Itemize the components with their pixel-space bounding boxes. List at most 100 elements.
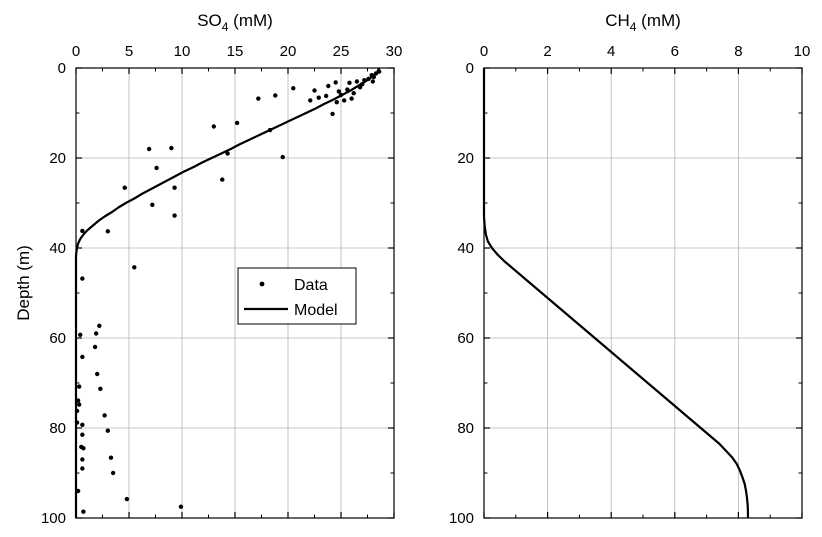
chart0-data-point [80,422,85,428]
chart0-data-point [78,332,83,338]
chart0-x-tick-label: 25 [333,43,350,60]
chart0-data-point [80,228,85,234]
chart1-x-tick-label: 10 [794,43,811,60]
chart1-model-line [482,68,750,518]
chart0-data-point [105,428,111,433]
chart1-y-tick-label: 80 [457,420,474,437]
chart0-data-point [80,457,85,462]
chart1-x-tick-label: 6 [671,43,679,60]
chart0-data-point [98,386,103,392]
chart0-data-point [92,344,98,350]
legend-label: Model [294,302,338,319]
chart0-y-axis-title: Depth (m) [14,245,33,321]
chart0-data-point [225,151,230,156]
chart1-x-axis-title-sub: 4 [630,20,637,34]
chart0-data-point [330,111,335,117]
chart0-data-point [169,145,174,151]
chart1-x-tick-label: 8 [734,43,742,60]
chart0-data-point [122,185,127,190]
chart0-y-tick-label: 20 [49,150,66,167]
chart0-data-point [308,98,313,103]
chart0-x-tick-label: 20 [280,43,297,60]
chart0-x-axis-title-main: SO [197,11,222,30]
chart0-data-point [291,86,296,91]
chart0-data-point [354,79,360,84]
chart0-data-point [347,80,352,86]
chart0-data-point [349,96,354,101]
chart0-data-point [172,213,177,218]
chart1-x-tick-label: 2 [543,43,551,60]
chart0-data-point [351,91,356,96]
chart0-data-point [80,432,85,437]
legend-box [237,267,357,325]
chart0-data-point [336,89,342,94]
chart0-x-axis-title-rest: (mM) [228,11,272,30]
chart0-data-point [80,354,85,360]
chart0-y-tick-label: 80 [49,420,66,437]
chart0-data-point [124,496,130,502]
chart1-x-axis-title-rest: (mM) [636,11,680,30]
chart0-data-point [234,120,240,126]
chart0-data-point [93,331,99,336]
chart1-x-tick-label: 0 [480,43,488,60]
legend: Data Model [237,267,357,325]
chart0-x-tick-label: 0 [72,43,80,60]
chart0-model-line [74,67,381,518]
chart1-x-axis-title-main: CH [605,11,630,30]
chart0-data-point [105,229,111,234]
chart0-x-tick-label: 10 [174,43,191,60]
chart0-x-tick-label: 30 [386,43,403,60]
legend-label: Data [294,277,328,294]
chart0-data-point [172,185,177,190]
chart0-x-tick-label: 15 [227,43,244,60]
chart0-data-point [370,79,375,84]
chart1-y-tick-label: 0 [466,60,474,77]
chart0-data-point [220,177,225,182]
chart0-data-point [110,470,116,476]
chart0-data-point [326,83,331,89]
chart0-data-point [80,466,85,471]
chart0-data-point [95,371,100,377]
chart1-y-tick-label: 40 [457,240,474,257]
chart0-data-point [132,265,137,270]
chart1-plot-frame [483,67,803,519]
chart0-x-axis-title: SO4 (mM) [197,11,273,34]
chart0-data-point [211,124,216,129]
chart0-data-point [108,455,114,460]
chart0-data-point [280,154,285,160]
chart0-x-tick-label: 5 [125,43,133,60]
chart0-data-point [341,98,347,103]
chart0-data-point [316,95,321,100]
chart1-x-axis-title: CH4 (mM) [605,11,681,34]
chart1-y-tick-label: 60 [457,330,474,347]
chart0-data-point [323,93,329,99]
chart0-data-point [76,384,82,389]
chart0-data-point [80,276,85,281]
so4-panel: 0 5 10 15 20 25 30 0 20 40 60 80 100 SO4 (mM) Depth (m… [14,11,402,527]
chart0-data-point [81,446,86,451]
chart0-data-point [81,509,86,514]
chart0-data-point [273,93,278,98]
chart0-data-point [312,88,317,93]
chart0-y-tick-label: 100 [41,510,66,527]
chart0-data-point [178,504,184,509]
legend-dot-marker [259,281,265,287]
chart0-data-point [97,323,102,329]
chart0-x-axis-title-sub: 4 [222,20,229,34]
chart0-data-point [256,96,261,101]
chart0-y-tick-label: 0 [58,60,66,77]
chart1-x-tick-label: 4 [607,43,615,60]
chart0-data-point [333,80,338,85]
chart1-y-tick-label: 100 [449,510,474,527]
chart0-data-point [150,202,155,207]
chart0-data-point [76,402,82,407]
chart0-data-point [146,146,152,152]
chart0-data-point [154,165,159,171]
chart0-y-tick-label: 40 [49,240,66,257]
chart1-y-tick-label: 20 [457,150,474,167]
chart0-y-tick-label: 60 [49,330,66,347]
chart0-data-point [334,100,339,105]
chart0-data-point [102,413,107,418]
